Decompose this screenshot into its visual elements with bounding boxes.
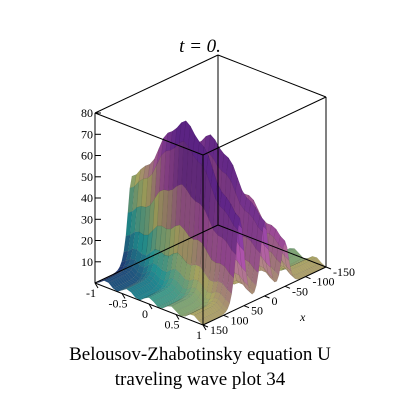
x-tick-label: -150 xyxy=(333,265,355,279)
x-tick-mark xyxy=(223,314,229,318)
x-tick-mark xyxy=(264,295,270,299)
caption-line-2: traveling wave plot 34 xyxy=(114,369,286,390)
box-edge xyxy=(202,96,327,156)
z-tick-label: 50 xyxy=(81,170,93,184)
x-tick-mark xyxy=(202,324,209,328)
z-tick-label: 10 xyxy=(81,255,93,269)
y-tick-mark xyxy=(202,324,207,331)
box-edge xyxy=(217,224,327,268)
y-tick-mark xyxy=(121,293,126,299)
x-tick-mark xyxy=(305,276,311,280)
x-tick-label: -100 xyxy=(313,275,335,289)
box-edge xyxy=(94,54,219,114)
box-edge xyxy=(217,54,327,98)
x-tick-mark xyxy=(325,266,332,270)
x-axis-label: x xyxy=(299,310,306,324)
y-tick-label: 0.5 xyxy=(165,318,180,332)
z-tick-label: 80 xyxy=(81,106,93,120)
y-axis-ticks: -1 -0.5 0 0.5 1 xyxy=(86,282,207,342)
z-tick-label: 20 xyxy=(81,234,93,248)
y-tick-label: 1 xyxy=(196,328,202,342)
caption-line-1: Belousov-Zhabotinsky equation U xyxy=(69,344,331,365)
z-tick-label: 30 xyxy=(81,212,93,226)
x-tick-mark xyxy=(284,285,291,289)
x-tick-label: 0 xyxy=(272,294,278,308)
z-axis-ticks: 10 20 30 40 50 60 70 80 xyxy=(81,106,101,269)
x-tick-label: -50 xyxy=(292,284,308,298)
y-tick-mark xyxy=(175,314,180,320)
x-tick-mark xyxy=(243,305,250,309)
box-edge xyxy=(94,224,219,284)
y-tick-label: 0 xyxy=(142,307,148,321)
x-tick-label: 50 xyxy=(251,304,263,318)
x-tick-label: 100 xyxy=(231,313,249,327)
x-tick-label: 150 xyxy=(210,323,228,337)
y-tick-mark xyxy=(94,282,99,289)
z-tick-label: 60 xyxy=(81,149,93,163)
box-edge xyxy=(94,112,204,156)
z-tick-label: 40 xyxy=(81,191,93,205)
z-tick-label: 70 xyxy=(81,127,93,141)
y-tick-label: -0.5 xyxy=(109,297,128,311)
y-tick-label: -1 xyxy=(86,286,96,300)
y-tick-mark xyxy=(148,303,153,310)
chart-title: t = 0. xyxy=(179,36,221,57)
